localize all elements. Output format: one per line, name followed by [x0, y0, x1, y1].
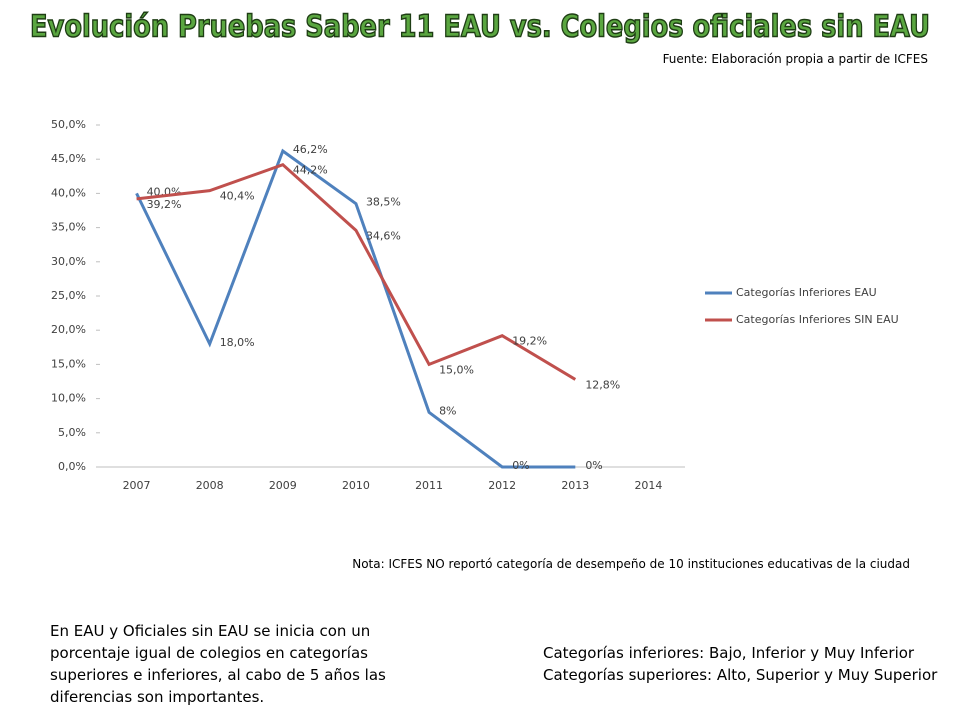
y-tick-label: 10,0% — [51, 392, 86, 405]
y-tick-label: 15,0% — [51, 357, 86, 370]
x-tick-label: 2010 — [342, 479, 370, 492]
legend-label: Categorías Inferiores EAU — [736, 286, 877, 299]
data-label: 19,2% — [512, 335, 547, 348]
y-tick-label: 20,0% — [51, 323, 86, 336]
y-tick-label: 50,0% — [51, 118, 86, 131]
y-tick-label: 5,0% — [58, 426, 86, 439]
x-tick-label: 2008 — [196, 479, 224, 492]
data-label: 12,8% — [585, 378, 620, 391]
data-label: 8% — [439, 404, 456, 417]
x-tick-label: 2014 — [634, 479, 662, 492]
data-label: 0% — [512, 459, 529, 472]
x-tick-label: 2007 — [123, 479, 151, 492]
definition: Categorías superiores: Alto, Superior y … — [543, 666, 938, 684]
data-label: 38,5% — [366, 196, 401, 209]
x-tick-label: 2011 — [415, 479, 443, 492]
series-line — [136, 162, 577, 381]
y-tick-label: 35,0% — [51, 221, 86, 234]
y-tick-label: 25,0% — [51, 289, 86, 302]
data-label: 0% — [585, 459, 602, 472]
x-tick-label: 2012 — [488, 479, 516, 492]
legend-label: Categorías Inferiores SIN EAU — [736, 313, 899, 326]
data-label: 34,6% — [366, 229, 401, 242]
data-label: 44,2% — [293, 164, 328, 177]
y-tick-label: 30,0% — [51, 255, 86, 268]
y-tick-label: 40,0% — [51, 186, 86, 199]
note: Nota: ICFES NO reportó categoría de dese… — [352, 557, 910, 571]
series-line — [135, 148, 576, 469]
definition: Categorías inferiores: Bajo, Inferior y … — [543, 644, 915, 662]
paragraph: En EAU y Oficiales sin EAU se inicia con… — [50, 622, 386, 706]
definitions: Categorías inferiores: Bajo, Inferior y … — [543, 642, 937, 686]
x-tick-label: 2009 — [269, 479, 297, 492]
x-tick-label: 2013 — [561, 479, 589, 492]
data-label: 15,0% — [439, 363, 474, 376]
slide-title: Evolución Pruebas Saber 11 EAU vs. Coleg… — [30, 10, 930, 45]
data-label: 46,2% — [293, 143, 328, 156]
y-tick-label: 0,0% — [58, 460, 86, 473]
y-tick-label: 45,0% — [51, 152, 86, 165]
data-label: 40,4% — [220, 190, 255, 203]
source: Fuente: Elaboración propia a partir de I… — [662, 52, 928, 66]
data-label: 39,2% — [147, 198, 182, 211]
data-label: 18,0% — [220, 336, 255, 349]
